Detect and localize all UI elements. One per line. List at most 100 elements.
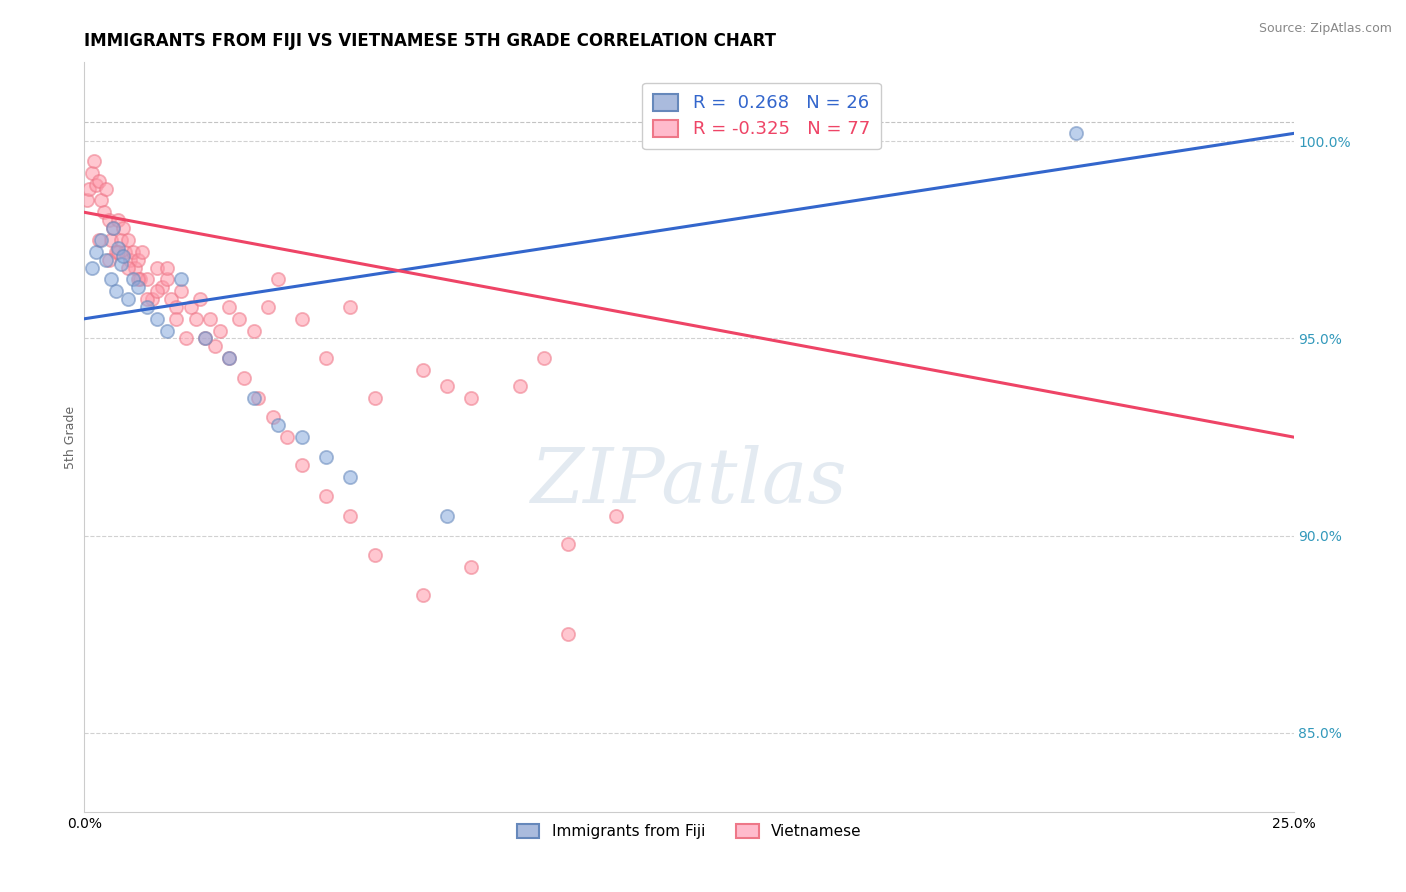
Point [233,371,256,385]
Point [141,292,163,306]
Point [127,272,149,286]
Point [291,458,314,472]
Point [363,391,385,405]
Point [339,469,361,483]
Point [146,260,169,275]
Point [218,351,240,366]
Point [339,300,361,314]
Point [460,391,482,405]
Point [267,272,290,286]
Point [557,536,579,550]
Point [120,252,142,267]
Point [80,166,103,180]
Point [86,178,108,192]
Point [165,300,187,314]
Point [97,213,120,227]
Point [533,351,555,366]
Point [127,280,149,294]
Point [114,244,136,259]
Point [121,244,143,259]
Point [460,560,482,574]
Point [315,489,337,503]
Point [257,300,280,314]
Point [315,450,337,464]
Point [110,256,132,270]
Point [127,252,149,267]
Point [228,311,250,326]
Point [94,252,117,267]
Point [242,391,264,405]
Point [104,244,127,259]
Point [103,221,125,235]
Point [124,260,146,275]
Point [218,300,240,314]
Point [436,508,458,523]
Point [291,430,314,444]
Point [204,339,226,353]
Point [100,233,122,247]
Point [104,284,127,298]
Point [315,351,337,366]
Point [150,280,173,294]
Point [436,379,458,393]
Point [509,379,531,393]
Point [80,260,103,275]
Point [412,363,434,377]
Point [208,324,231,338]
Point [557,627,579,641]
Point [107,244,129,259]
Point [97,252,120,267]
Legend: Immigrants from Fiji, Vietnamese: Immigrants from Fiji, Vietnamese [510,818,868,846]
Point [121,272,143,286]
Y-axis label: 5th Grade: 5th Grade [65,406,77,468]
Point [136,292,159,306]
Point [146,284,169,298]
Point [339,508,361,523]
Point [363,549,385,563]
Point [110,233,132,247]
Point [90,194,112,208]
Point [155,272,177,286]
Point [412,588,434,602]
Point [242,324,264,338]
Text: Source: ZipAtlas.com: Source: ZipAtlas.com [1258,22,1392,36]
Text: IMMIGRANTS FROM FIJI VS VIETNAMESE 5TH GRADE CORRELATION CHART: IMMIGRANTS FROM FIJI VS VIETNAMESE 5TH G… [84,32,776,50]
Point [194,331,217,345]
Point [262,410,284,425]
Point [76,194,98,208]
Point [107,241,129,255]
Point [1064,127,1087,141]
Point [190,292,212,306]
Point [86,244,108,259]
Point [112,249,135,263]
Point [276,430,298,444]
Point [136,300,159,314]
Point [180,300,202,314]
Point [291,311,314,326]
Point [107,213,129,227]
Text: ZIPatlas: ZIPatlas [530,445,848,519]
Point [103,221,125,235]
Point [155,324,177,338]
Point [94,181,117,195]
Point [184,311,207,326]
Point [90,233,112,247]
Point [605,508,627,523]
Point [136,272,159,286]
Point [174,331,197,345]
Point [267,418,290,433]
Point [218,351,240,366]
Point [100,272,122,286]
Point [131,244,153,259]
Point [77,181,100,195]
Point [198,311,221,326]
Point [112,221,135,235]
Point [170,272,193,286]
Point [165,311,187,326]
Point [93,205,115,219]
Point [170,284,193,298]
Point [83,154,105,169]
Point [194,331,217,345]
Point [117,292,139,306]
Point [117,260,139,275]
